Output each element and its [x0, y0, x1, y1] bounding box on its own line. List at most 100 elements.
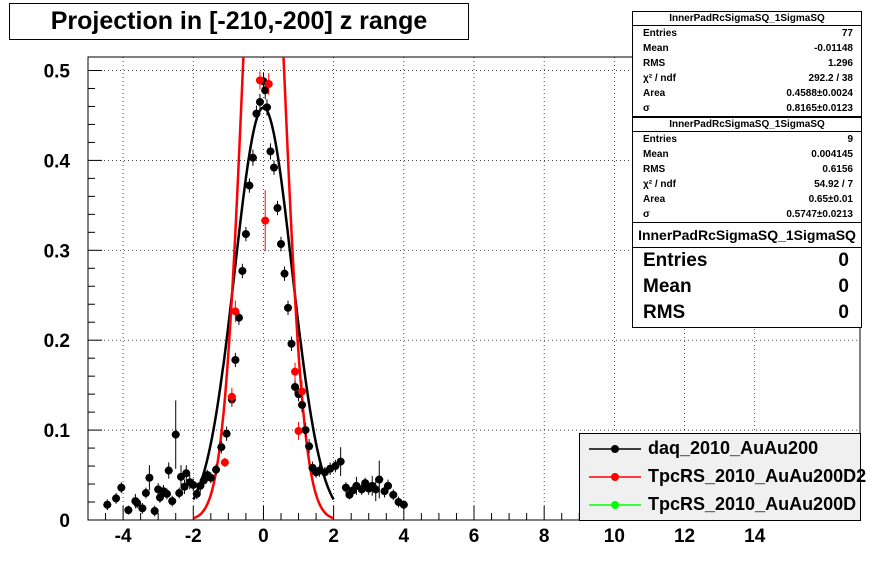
data-point [305, 442, 314, 451]
legend-entry-tpcrs-d2: TpcRS_2010_AuAu200D2 [580, 464, 866, 492]
data-point [298, 387, 307, 396]
legend-entry-daq: daq_2010_AuAu200 [580, 436, 860, 464]
data-point [241, 230, 250, 239]
data-point [277, 239, 285, 248]
data-point [180, 482, 189, 491]
data-point [331, 462, 340, 471]
data-point [133, 498, 142, 507]
stats-box-tpcrs-d: InnerPadRcSigmaSQ_1SigmaSQ Entries 0 Mean… [632, 222, 862, 328]
stats-box-daq: InnerPadRcSigmaSQ_1SigmaSQ Entries 77 Mea… [632, 11, 862, 117]
data-point [171, 430, 180, 439]
data-point [273, 204, 282, 213]
y-tick-label: 0.3 [44, 241, 70, 262]
x-tick-label: 10 [604, 526, 625, 547]
data-point [212, 465, 221, 474]
stats-row-rms: RMS 0 [643, 302, 849, 323]
data-point [375, 475, 384, 484]
data-point [399, 500, 408, 509]
data-point [291, 382, 300, 391]
stats-row-area: Area 0.65±0.01 [643, 194, 853, 205]
data-point [266, 147, 275, 156]
data-point [248, 153, 257, 162]
data-point [264, 79, 273, 88]
legend-entry-tpcrs-d: TpcRS_2010_AuAu200D [580, 492, 860, 520]
stats-row-entries: Entries 0 [643, 250, 849, 271]
data-point [231, 355, 240, 364]
data-point [175, 489, 184, 498]
x-tick-label: 14 [744, 526, 766, 547]
data-point [192, 489, 201, 498]
data-point [138, 504, 147, 513]
data-point [103, 500, 112, 509]
data-point [245, 181, 254, 190]
stats-row-rms: RMS 1.296 [643, 58, 853, 69]
stats-box-title: InnerPadRcSigmaSQ_1SigmaSQ [633, 223, 861, 248]
legend-marker-tpcrs-d [589, 501, 641, 509]
stats-row-sigma: σ 0.5747±0.0213 [643, 209, 853, 220]
legend-label: daq_2010_AuAu200 [648, 438, 819, 458]
stats-row-mean: Mean -0.01148 [643, 43, 853, 54]
legend-marker-daq [589, 445, 641, 453]
x-tick-label: 2 [328, 526, 339, 547]
data-point [291, 367, 300, 376]
data-point [112, 494, 121, 503]
stats-row-entries: Entries 9 [643, 134, 853, 145]
data-point [145, 473, 154, 482]
data-point [336, 457, 345, 466]
data-point [255, 76, 264, 85]
x-tick-label: 12 [674, 526, 695, 547]
data-point [301, 426, 310, 435]
data-point [220, 458, 229, 467]
stats-box-tpcrs-d2: InnerPadRcSigmaSQ_1SigmaSQ Entries 9 Mean… [632, 117, 862, 223]
data-point [284, 303, 293, 312]
stats-row-area: Area 0.4588±0.0024 [643, 88, 853, 99]
data-point [162, 489, 171, 498]
data-point [182, 469, 191, 478]
stats-row-chi2: χ² / ndf 54.92 / 7 [643, 179, 853, 190]
data-point [261, 216, 270, 225]
data-point [357, 485, 366, 494]
data-point [238, 266, 247, 275]
data-point [234, 313, 243, 322]
data-point [124, 506, 133, 515]
legend-marker-tpcrs-d2 [589, 473, 641, 481]
data-point [227, 392, 236, 401]
data-point [155, 493, 164, 502]
data-point [231, 307, 240, 316]
y-tick-label: 0.4 [44, 151, 71, 172]
data-point [287, 339, 296, 348]
stats-row-chi2: χ² / ndf 292.2 / 38 [643, 73, 853, 84]
stats-box-title: InnerPadRcSigmaSQ_1SigmaSQ [633, 12, 861, 26]
x-tick-label: 8 [539, 526, 550, 547]
data-point [261, 86, 270, 95]
data-point [298, 400, 307, 409]
y-tick-label: 0.1 [44, 421, 71, 442]
legend: daq_2010_AuAu200 TpcRS_2010_AuAu200D2 Tp… [579, 433, 866, 521]
x-tick-label: 6 [469, 526, 480, 547]
data-point [168, 497, 177, 506]
y-tick-label: 0 [59, 511, 70, 532]
data-point [206, 473, 215, 482]
chart-title: Projection in [-210,-200] z range [9, 3, 469, 40]
y-tick-label: 0.5 [44, 61, 71, 82]
stats-row-entries: Entries 77 [643, 28, 853, 39]
legend-label: TpcRS_2010_AuAu200D2 [648, 466, 867, 486]
data-point [269, 163, 278, 172]
data-point [262, 103, 271, 112]
stats-row-sigma: σ 0.8165±0.0123 [643, 103, 853, 114]
data-point [255, 97, 264, 106]
data-point [150, 507, 159, 516]
data-point [294, 426, 303, 435]
data-point [252, 109, 261, 118]
stats-row-mean: Mean 0 [643, 276, 849, 297]
x-tick-label: -4 [115, 526, 132, 547]
x-tick-label: -2 [185, 526, 202, 547]
data-point [341, 483, 350, 492]
data-point [371, 485, 380, 494]
data-point [189, 480, 198, 489]
data-point [164, 466, 173, 475]
data-point [222, 429, 231, 438]
data-point [117, 483, 126, 492]
data-point [217, 443, 226, 452]
x-tick-label: 4 [399, 526, 410, 547]
